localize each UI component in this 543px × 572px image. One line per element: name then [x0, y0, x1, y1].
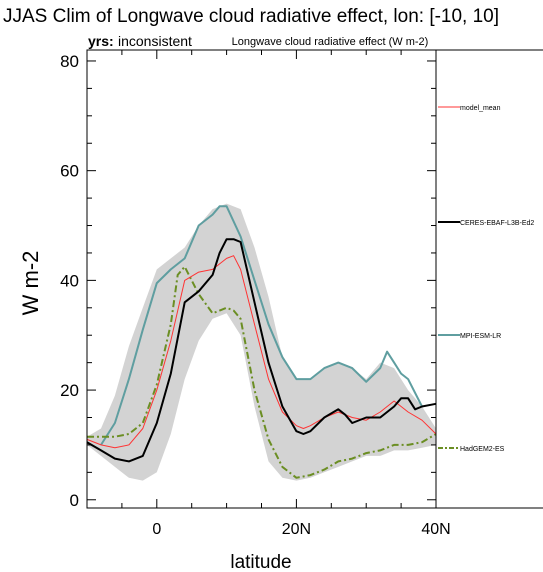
legend-label-ceres-ebaf-l3b-ed2: CERES-EBAF-L3B-Ed2 [460, 220, 534, 227]
y-tick-label: 20 [60, 381, 79, 400]
series-line-mpi-esm-lr [100, 205, 423, 446]
legend-label-model-mean: model_mean [460, 105, 501, 112]
x-tick-label: 20N [282, 521, 311, 538]
model-spread-band [87, 203, 436, 481]
x-tick-label: 0 [152, 521, 161, 538]
subtitle-years-label: yrs: [88, 33, 114, 49]
legend-panel: model_mean CERES-EBAF-L3B-Ed2 MPI-ESM-LR Ha… [436, 49, 543, 509]
chart-title: JJAS Clim of Longwave cloud radiative ef… [3, 6, 499, 27]
subtitle-variable: Longwave cloud radiative effect (W m-2) [232, 36, 429, 48]
series-line-ceres-ebaf-l3b-ed2 [86, 238, 437, 463]
plot-area: 0 20N 40N 0 20 40 60 80 [60, 49, 451, 538]
legend-label-mpi-esm-lr: MPI-ESM-LR [460, 333, 501, 340]
x-tick-label: 40N [421, 521, 450, 538]
y-axis-label: W m-2 [18, 251, 43, 316]
y-tick-label: 80 [60, 52, 79, 71]
legend-label-hadgem2-es: HadGEM2-ES [460, 446, 505, 453]
y-tick-label: 0 [70, 491, 79, 510]
series-line-model-mean [86, 255, 437, 449]
y-tick-label: 40 [60, 271, 79, 290]
y-tick-label: 60 [60, 162, 79, 181]
x-axis-label: latitude [230, 552, 291, 572]
subtitle-years-value: inconsistent [118, 33, 192, 49]
series-line-hadgem2-es [87, 265, 437, 479]
